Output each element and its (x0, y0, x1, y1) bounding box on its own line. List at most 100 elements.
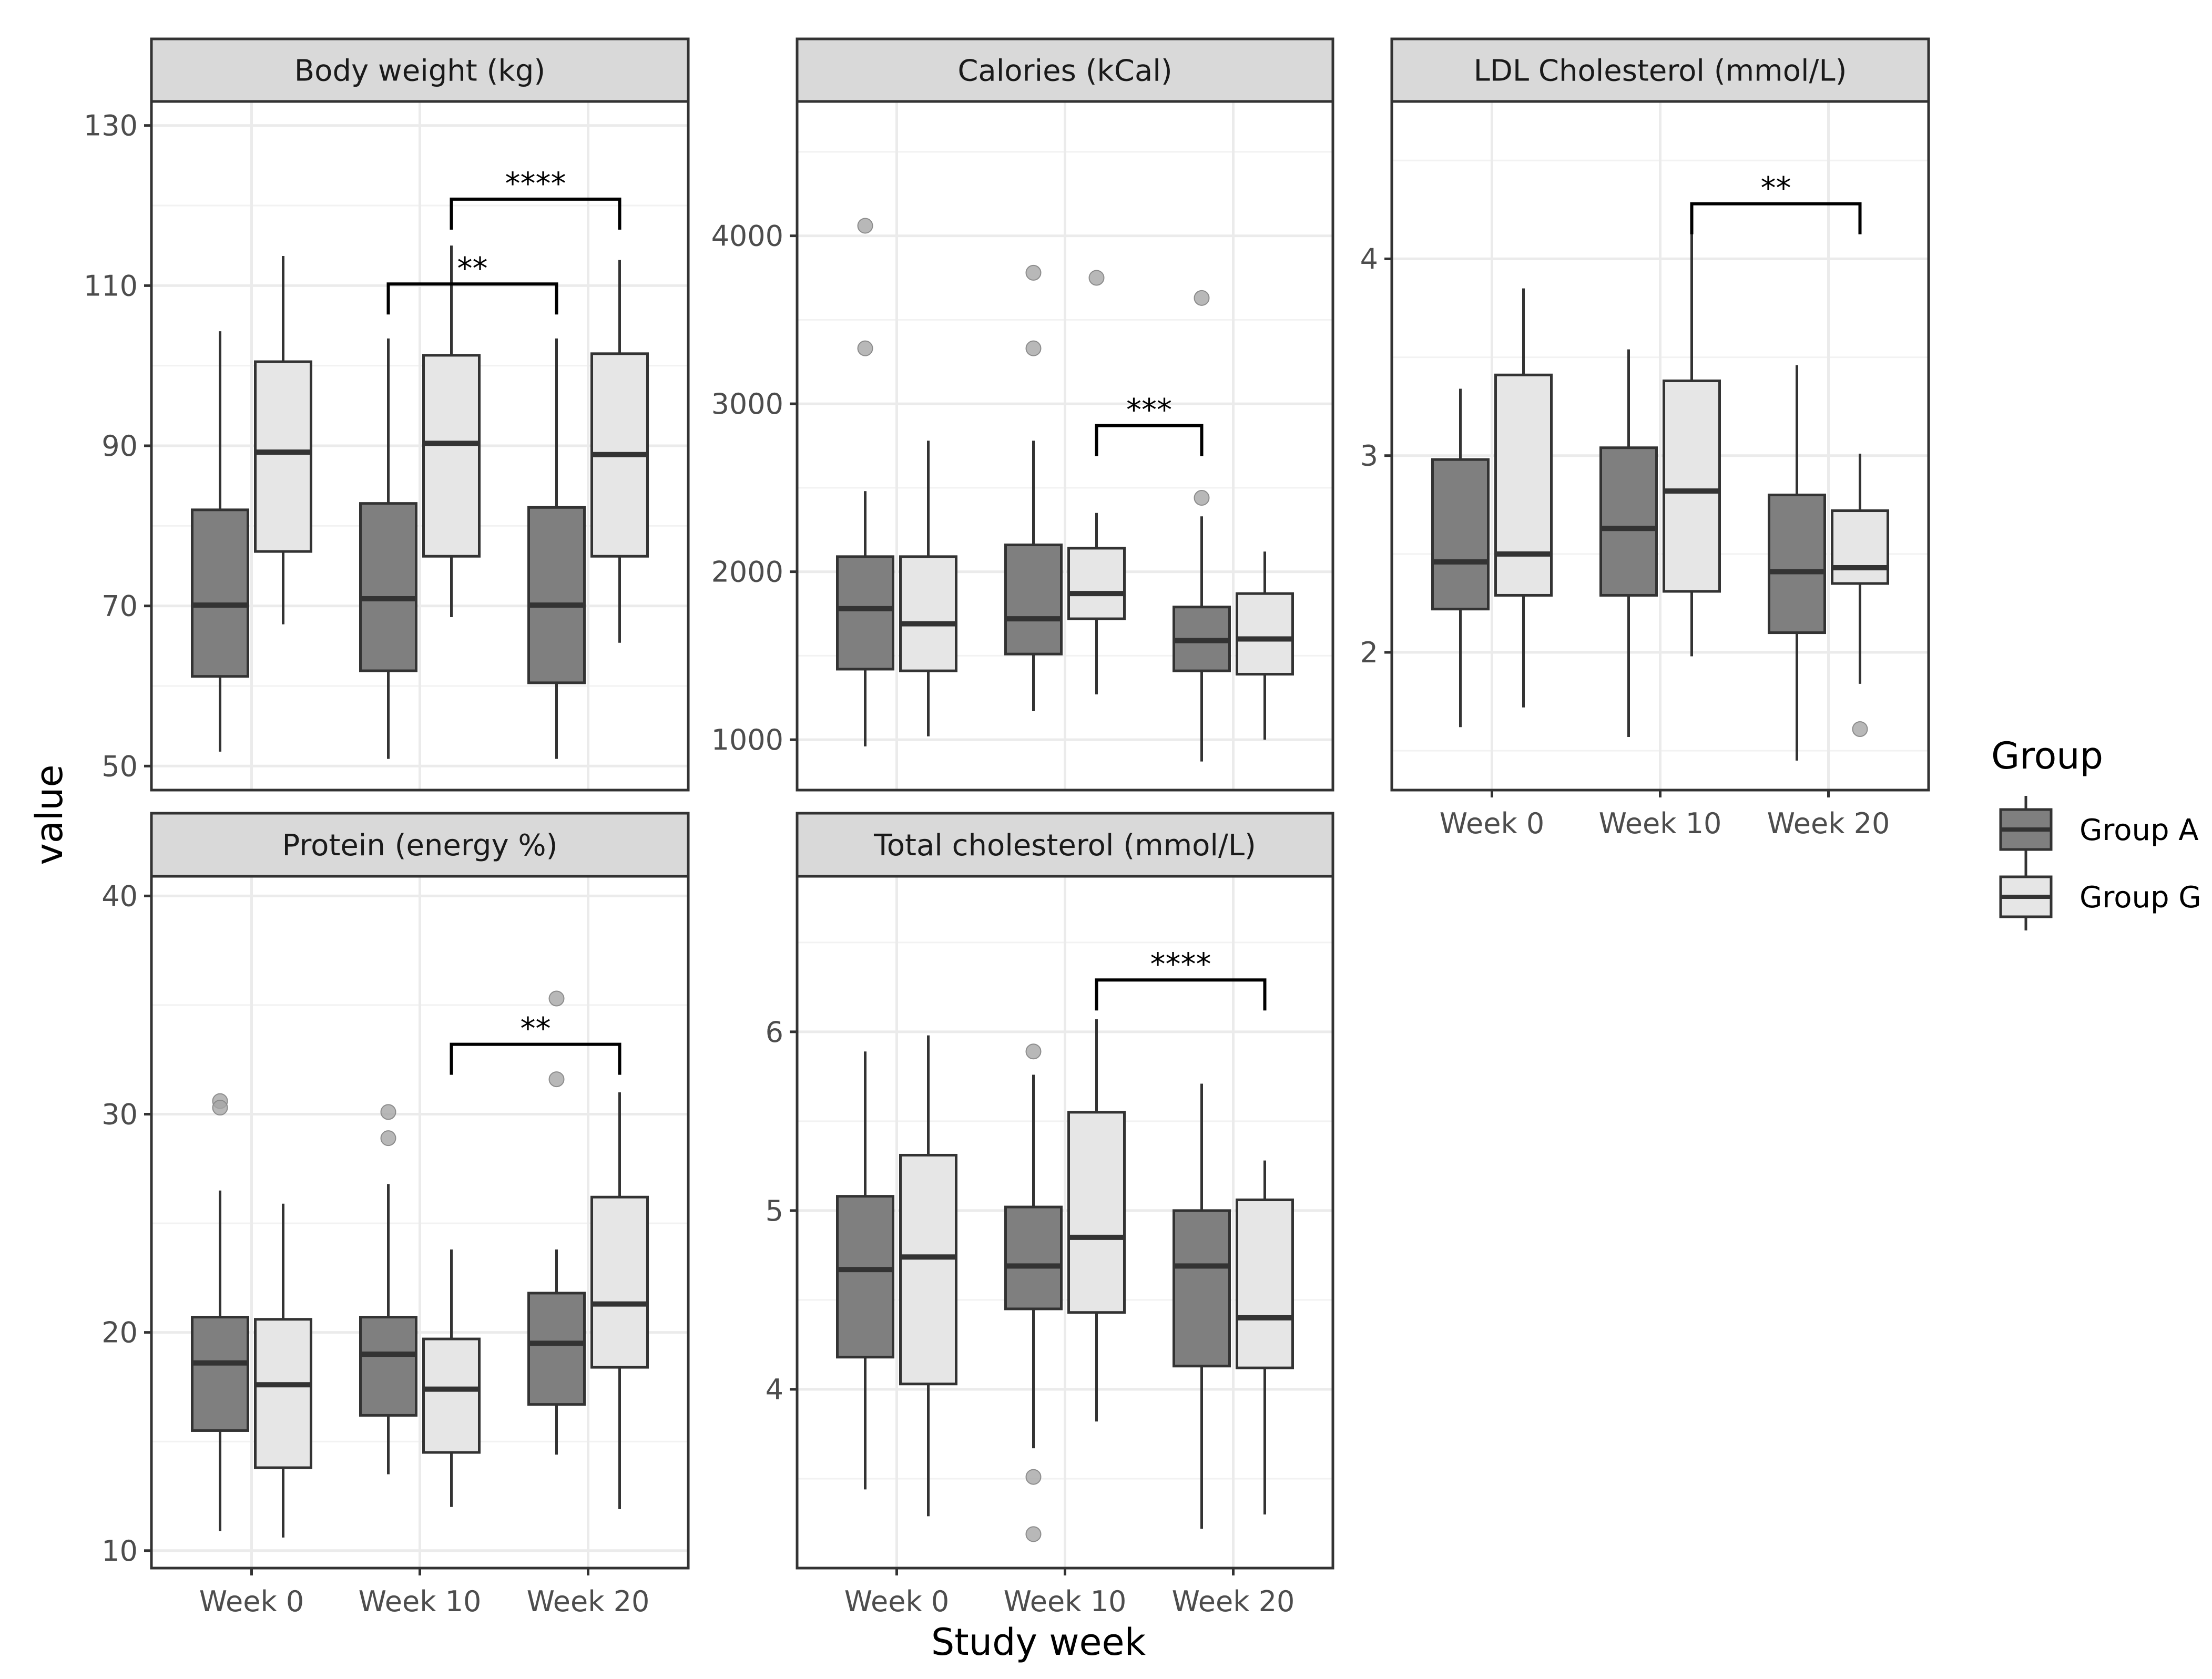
outlier-point (380, 1130, 396, 1146)
box-iqr (1004, 1205, 1063, 1311)
significance-label: **** (1150, 946, 1211, 982)
box-week-20-group-g (590, 260, 649, 643)
box-week-0-group-g (254, 1203, 312, 1538)
box-week-0-group-g (899, 1035, 957, 1517)
legend: Group Group A Group G (1991, 734, 2201, 930)
panel-title: Protein (energy %) (282, 828, 558, 863)
bracket-line (1690, 202, 1862, 234)
box-week-10-group-a (359, 338, 417, 759)
outlier-point (857, 218, 873, 234)
facet-panels: ******Body weight (kg)507090110130***Cal… (84, 37, 1930, 1618)
box-iqr (359, 502, 417, 672)
y-tick-label: 3000 (711, 387, 783, 421)
significance-bracket: ** (386, 250, 558, 315)
box-iqr (836, 555, 894, 671)
panel-title: Calories (kCal) (957, 54, 1172, 88)
significance-label: **** (505, 166, 566, 201)
significance-bracket: *** (1095, 392, 1204, 456)
box-iqr (1768, 494, 1826, 634)
y-tick-label: 4000 (711, 220, 783, 253)
significance-bracket: **** (450, 166, 621, 230)
x-axis-title: Study week (931, 1621, 1146, 1664)
box-iqr (254, 1318, 312, 1469)
box-iqr (1599, 446, 1658, 597)
box-week-0-group-a (836, 218, 894, 746)
box-iqr (1494, 373, 1553, 597)
y-tick-label: 20 (101, 1316, 138, 1349)
box-week-20-group-a (527, 338, 586, 759)
box-iqr (836, 1195, 894, 1359)
outlier-point (548, 1071, 565, 1088)
box-week-20-group-g (1236, 551, 1294, 740)
box-iqr (191, 1316, 249, 1432)
box-week-10-group-a (1599, 349, 1658, 737)
panel-3: ** LDL Cholesterol (mmol/L) 2 3 4 Week 0 Week … (1360, 37, 1930, 840)
significance-bracket: **** (1095, 946, 1267, 1011)
box-iqr (527, 506, 586, 684)
panel-title: Total cholesterol (mmol/L) (873, 828, 1256, 863)
box-week-20-group-g (1831, 453, 1889, 737)
outlier-point (548, 990, 565, 1007)
significance-label: *** (1126, 392, 1172, 428)
box-week-0-group-a (191, 331, 249, 752)
x-tick-label: Week 0 (1440, 807, 1544, 840)
box-week-20-group-g (1236, 1160, 1294, 1514)
box-iqr (1236, 1198, 1294, 1369)
y-tick-label: 40 (101, 879, 138, 913)
outlier-point (1852, 721, 1868, 737)
box-iqr (359, 1316, 417, 1417)
bracket-line (1095, 978, 1267, 1011)
y-tick-label: 70 (101, 590, 138, 623)
box-iqr (1173, 1209, 1231, 1368)
significance-bracket: ** (450, 1011, 621, 1075)
outlier-point (1025, 1043, 1042, 1060)
y-tick-label: 90 (101, 429, 138, 463)
box-week-0-group-g (1494, 288, 1553, 708)
box-week-0-group-g (254, 255, 312, 624)
panel-strip (796, 37, 1334, 103)
significance-label: ** (457, 250, 488, 286)
legend-item-group-g: Group G (1999, 863, 2201, 930)
outlier-point (212, 1100, 228, 1116)
outlier-point (1025, 340, 1042, 356)
panel-strip (150, 37, 690, 103)
outlier-point (1025, 1526, 1042, 1542)
outlier-point (1194, 490, 1210, 506)
box-iqr (191, 508, 249, 678)
box-iqr (527, 1292, 586, 1406)
box-iqr (1663, 379, 1721, 593)
y-tick-label: 50 (101, 750, 138, 783)
legend-label: Group A (2080, 813, 2199, 847)
panel-strip (796, 812, 1334, 878)
box-iqr (899, 555, 957, 672)
box-week-10-group-g (1663, 221, 1721, 657)
box-week-10-group-g (422, 1249, 481, 1507)
box-week-10-group-g (1067, 270, 1126, 694)
panel-5: **** Total cholesterol (mmol/L) 4 5 6 Week 0 W… (766, 812, 1334, 1618)
y-tick-label: 5 (766, 1194, 783, 1227)
outlier-point (857, 340, 873, 356)
y-tick-label: 6 (766, 1016, 783, 1049)
outlier-point (1088, 270, 1105, 286)
panel-strip (150, 812, 690, 878)
x-tick-label: Week 10 (1599, 807, 1722, 840)
outlier-point (1025, 264, 1042, 281)
y-tick-label: 30 (101, 1098, 138, 1131)
panel-title: LDL Cholesterol (mmol/L) (1474, 54, 1847, 88)
box-iqr (1431, 458, 1490, 611)
y-tick-label: 4 (766, 1373, 783, 1406)
box-iqr (1067, 547, 1126, 620)
x-tick-label: Week 10 (1004, 1585, 1127, 1618)
bracket-line (1095, 424, 1204, 456)
outlier-point (1194, 290, 1210, 306)
box-week-0-group-g (899, 441, 957, 736)
box-week-20-group-a (1768, 365, 1826, 761)
box-week-20-group-a (1173, 1083, 1231, 1529)
legend-title: Group (1991, 734, 2103, 777)
y-tick-label: 2000 (711, 556, 783, 589)
box-week-0-group-a (1431, 388, 1490, 728)
y-tick-label: 130 (84, 109, 138, 142)
x-tick-label: Week 20 (1767, 807, 1890, 840)
